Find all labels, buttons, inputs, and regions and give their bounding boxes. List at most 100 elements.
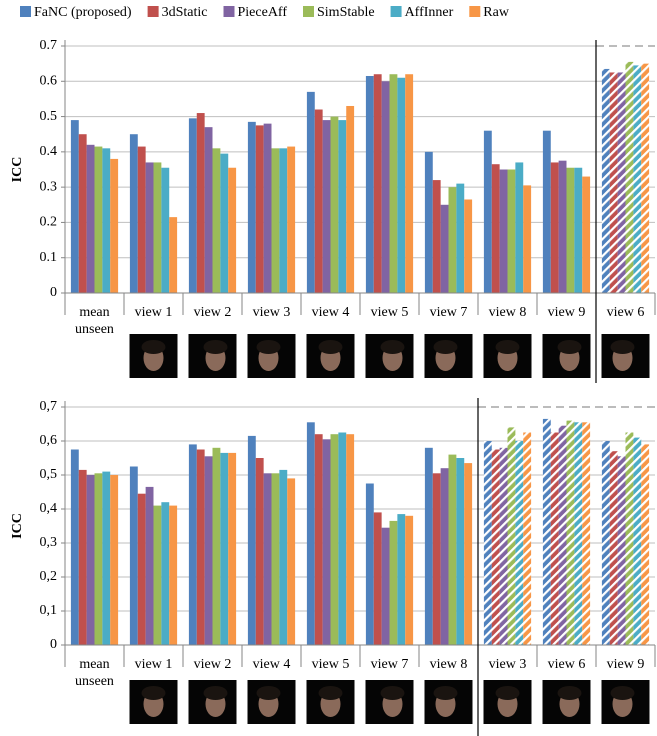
bar xyxy=(138,147,146,293)
hair xyxy=(381,340,405,354)
legend-label: AffInner xyxy=(405,5,454,20)
bar xyxy=(146,162,154,293)
hair xyxy=(142,686,166,700)
x-tick-label: view 5 xyxy=(303,656,358,673)
bar xyxy=(574,168,582,293)
y-tick-label: 0,5 xyxy=(40,467,58,482)
hair xyxy=(558,686,582,700)
bar xyxy=(79,134,87,293)
bar xyxy=(633,65,641,293)
x-tick-label: view 7 xyxy=(362,656,417,673)
bar xyxy=(228,453,236,645)
bar xyxy=(161,168,169,293)
legend-swatch xyxy=(20,6,31,17)
y-tick-label: 0.5 xyxy=(40,109,58,124)
bar xyxy=(464,199,472,293)
bar xyxy=(374,74,382,293)
bar xyxy=(323,439,331,645)
bar xyxy=(213,448,221,645)
y-tick-label: 0.4 xyxy=(40,144,58,159)
bar xyxy=(279,148,287,293)
y-tick-label: 0.1 xyxy=(40,250,58,265)
bar xyxy=(610,451,618,645)
legend-label: Raw xyxy=(483,5,510,20)
legend-swatch xyxy=(224,6,235,17)
y-tick-label: 0 xyxy=(50,285,57,300)
bar xyxy=(456,458,464,645)
bar xyxy=(425,152,433,293)
legend-label: 3dStatic xyxy=(162,5,208,20)
bar xyxy=(95,147,103,293)
bar xyxy=(618,456,626,645)
bar xyxy=(397,78,405,293)
bar xyxy=(256,125,264,293)
bar xyxy=(551,162,559,293)
x-tick-label: view 5 xyxy=(362,304,417,321)
hair xyxy=(611,340,635,354)
bar xyxy=(449,187,457,293)
legend-swatch xyxy=(469,6,480,17)
bar xyxy=(500,170,508,294)
bar xyxy=(405,74,413,293)
bar xyxy=(500,448,508,645)
bar xyxy=(169,217,177,293)
bar xyxy=(456,184,464,293)
bar xyxy=(610,72,618,293)
bar xyxy=(508,427,516,645)
bar xyxy=(79,470,87,645)
bar xyxy=(272,148,280,293)
bar xyxy=(169,506,177,645)
bar xyxy=(567,168,575,293)
bar xyxy=(256,458,264,645)
x-tick-label: view 6 xyxy=(598,304,653,321)
bar xyxy=(515,162,523,293)
bar xyxy=(138,494,146,645)
bar xyxy=(189,444,197,645)
bar xyxy=(287,147,295,293)
hair xyxy=(381,686,405,700)
x-tick-label: view 8 xyxy=(421,656,476,673)
bar xyxy=(515,441,523,645)
y-axis-label: ICC xyxy=(10,513,25,539)
bar xyxy=(315,434,323,645)
bar xyxy=(543,131,551,293)
hair xyxy=(257,686,281,700)
bar xyxy=(272,473,280,645)
legend-swatch xyxy=(148,6,159,17)
x-tick-label: view 4 xyxy=(303,304,358,321)
bar xyxy=(425,448,433,645)
bar xyxy=(582,177,590,293)
y-tick-label: 0,4 xyxy=(40,501,58,516)
bar xyxy=(641,444,649,645)
bar xyxy=(189,118,197,293)
bar xyxy=(220,453,228,645)
bar xyxy=(433,180,441,293)
y-tick-label: 0,6 xyxy=(40,433,58,448)
y-tick-label: 0.2 xyxy=(40,215,58,230)
bar xyxy=(390,521,398,645)
bar xyxy=(331,117,339,293)
bar xyxy=(626,62,634,293)
bar xyxy=(102,472,110,645)
x-tick-label: view 4 xyxy=(244,656,299,673)
bar xyxy=(110,159,118,293)
bar xyxy=(582,422,590,645)
hair xyxy=(204,686,228,700)
bar xyxy=(154,162,162,293)
bar xyxy=(197,113,205,293)
bar xyxy=(405,516,413,645)
hair xyxy=(257,340,281,354)
bar xyxy=(307,422,315,645)
hair xyxy=(319,340,343,354)
bar xyxy=(213,148,221,293)
bar xyxy=(523,185,531,293)
hair xyxy=(434,686,458,700)
y-tick-label: 0.7 xyxy=(40,38,58,53)
bar xyxy=(551,433,559,646)
bar xyxy=(110,475,118,645)
x-tick-label: view 1 xyxy=(126,656,181,673)
bar xyxy=(567,421,575,645)
legend-swatch xyxy=(303,6,314,17)
bar xyxy=(602,69,610,293)
bar xyxy=(484,131,492,293)
